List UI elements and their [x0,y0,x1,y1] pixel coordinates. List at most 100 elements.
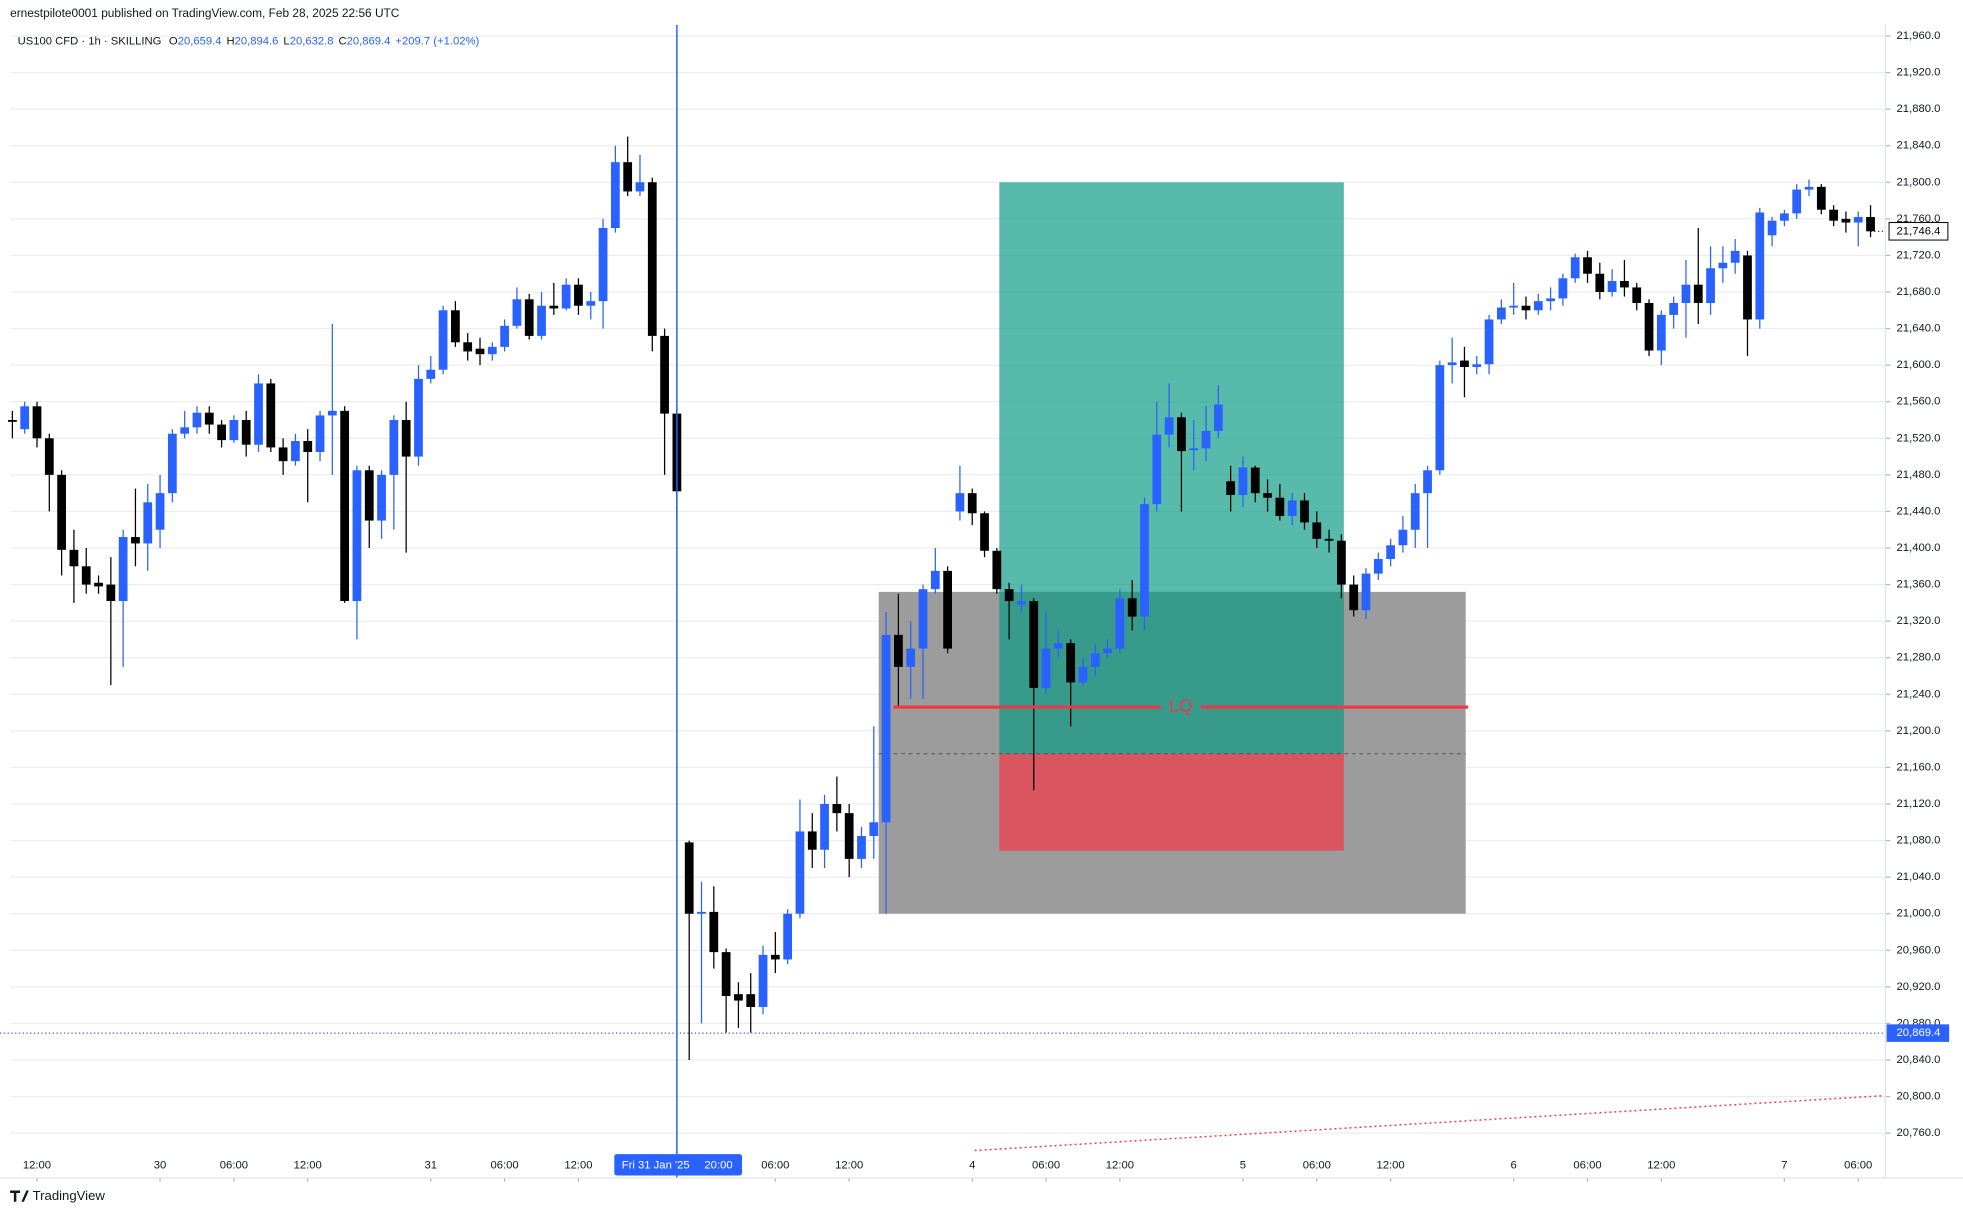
candle-body [1238,467,1248,495]
candle-body [475,348,485,355]
candle-body [487,346,497,355]
candle-body [1816,186,1826,210]
candle-body [414,378,423,457]
candle-body [1115,598,1125,649]
candle-body [1829,209,1839,221]
candle-body [1029,601,1039,688]
candle-body [1213,404,1223,431]
candle-body [463,342,473,352]
x-tick-label: 12:00 [1106,1159,1134,1171]
y-tick-label: 21,520.0 [1897,432,1941,444]
candle-body [1693,284,1703,303]
candle-body [647,182,657,336]
x-tick-label: 12:00 [1377,1159,1405,1171]
legend-item: C [339,35,347,47]
candle-body [906,648,916,667]
candle-body [1201,430,1211,449]
legend-item: O [169,35,178,47]
candle-body [1263,493,1272,498]
candle-body [1140,504,1149,617]
candle-body [1312,522,1322,539]
y-tick-label: 21,040.0 [1897,871,1941,883]
candle-body [167,433,177,494]
candle-body [1472,364,1482,367]
candle-body [1041,648,1051,688]
candle-body [377,474,386,521]
candle-body [1337,540,1346,585]
x-tick-label: 7 [1781,1159,1787,1171]
candle-body [217,424,226,441]
candle-body [131,537,140,544]
logo: TradingView [10,1188,105,1203]
target-zone [999,182,1344,754]
publisher: ernestpilote0001 published on TradingVie… [10,6,400,20]
x-tick-label: 12:00 [1647,1159,1675,1171]
logo-text: TradingView [33,1188,106,1203]
candle-body [746,994,756,1007]
candle-body [1127,598,1137,617]
candle-body [992,550,1002,590]
x-tick-label: 06:00 [1303,1159,1331,1171]
candle-body [1324,538,1334,541]
candle-body [69,549,79,567]
candle-body [1189,448,1199,451]
y-tick-label: 20,800.0 [1897,1091,1941,1103]
candle-body [783,913,793,960]
x-tick-label: 12:00 [23,1159,51,1171]
legend-item: +209.7 (+1.02%) [395,35,479,47]
x-tick-label: 06:00 [491,1159,519,1171]
candle-body [857,836,866,859]
y-tick-label: 21,000.0 [1897,908,1941,920]
legend-item: H [227,35,235,47]
candle-body [1103,648,1112,654]
last-price-badge [1888,222,1949,241]
candle-body [229,420,239,441]
x-tick-label: 06:00 [1844,1159,1872,1171]
legend-item: 20,659.4 [178,35,222,47]
candle-body [918,589,928,649]
candle-body [844,813,854,859]
y-tick-label: 21,920.0 [1897,67,1941,79]
candle-body [291,441,300,462]
candle-body [352,470,362,602]
candle-body [524,299,534,336]
candle-body [1681,284,1691,303]
candle-body [155,493,165,530]
candle-body [1152,434,1162,505]
y-tick-label: 21,800.0 [1897,176,1941,188]
candle-body [340,410,350,602]
candle-body [1435,365,1445,471]
candle-body [118,537,128,602]
candle-body [598,228,608,302]
y-tick-label: 21,560.0 [1897,396,1941,408]
candle-body [561,284,571,309]
candle-body [1669,302,1679,315]
candle-body [315,415,325,453]
candle-body [721,952,731,997]
crosshair-x-badge [614,1154,742,1176]
candle-body [1250,467,1260,494]
y-tick-label: 21,880.0 [1897,103,1941,115]
candle-body [1410,493,1420,530]
candle-body [967,493,977,514]
candle-body [1706,268,1715,303]
logo-mark [10,1190,29,1202]
candle-body [401,420,411,457]
y-tick-label: 21,480.0 [1897,469,1941,481]
candle-body [241,420,251,445]
candle-body [1730,250,1740,263]
x-tick-label: 31 [425,1159,438,1171]
y-tick-label: 21,760.0 [1897,213,1941,225]
candle-body [574,284,583,306]
y-tick-label: 20,880.0 [1897,1017,1941,1029]
y-tick-label: 21,240.0 [1897,688,1941,700]
x-tick-label: 12:00 [294,1159,322,1171]
candle-body [1780,213,1789,221]
y-tick-label: 20,960.0 [1897,944,1941,956]
candle-body [1373,558,1383,574]
y-tick-label: 21,960.0 [1897,30,1941,42]
candle-body [389,420,399,475]
x-tick-label: 6 [1511,1159,1517,1171]
candle-body [364,470,374,521]
